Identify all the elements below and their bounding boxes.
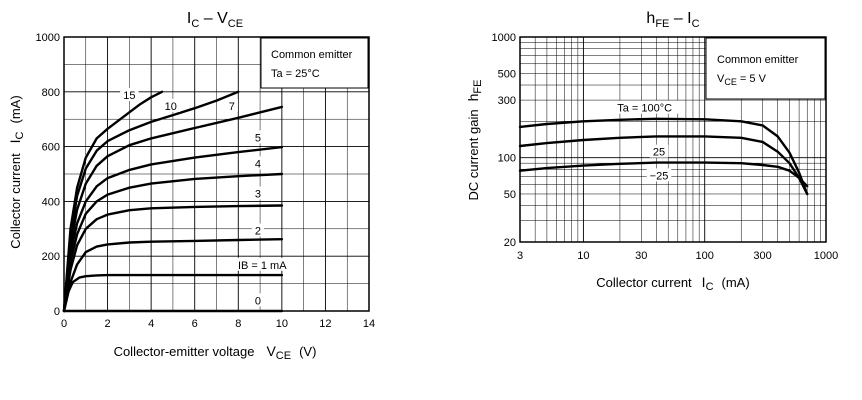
ic-vce-curve-label: 0: [255, 295, 261, 307]
hfe-ic-curve-label-bg: [649, 144, 669, 158]
ic-vce-chart: 15 10 7 5 4 3 2 IB = 1 mA 0 0 2 4 6 8 10 12 14 0 200 400 60…: [7, 10, 375, 362]
hfe-ic-y-tick-label: 1000: [492, 32, 516, 44]
hfe-ic-y-tick-label: 300: [498, 95, 516, 107]
hfe-ic-y-tick-label: 20: [504, 237, 516, 249]
hfe-ic-y-tick-label: 50: [504, 189, 516, 201]
hfe-ic-series-line: [518, 117, 809, 196]
ic-vce-series-line: [62, 105, 284, 313]
hfe-ic-y-axis-label: DC current gainhFE: [465, 80, 484, 201]
hfe-ic-x-tick-label: 3: [517, 250, 523, 262]
hfe-ic-note-box: Common emitter VCE = 5 V: [705, 37, 826, 100]
ic-vce-y-tick-label: 800: [42, 87, 60, 99]
ic-vce-tick-labels: 0 2 4 6 8 10 12 14 0 200 400 600 800 1000: [36, 32, 376, 330]
ic-vce-series-line: [62, 145, 284, 313]
hfe-ic-series-group: [518, 117, 809, 196]
ic-vce-y-tick-label: 0: [54, 306, 60, 318]
ic-vce-curve-label: 5: [255, 132, 261, 144]
ic-vce-curve-label-bg: [161, 98, 180, 112]
ic-vce-x-axis-label: Collector-emitter voltage VCE (V): [114, 343, 317, 362]
hfe-ic-note-frame: [705, 37, 826, 100]
hfe-ic-x-axis-label: Collector current IC (mA): [596, 274, 749, 293]
ic-vce-curve-label: IB = 1 mA: [238, 260, 287, 272]
ic-vce-x-tick-label: 0: [61, 318, 67, 330]
hfe-ic-x-tick-label: 1000: [814, 250, 838, 262]
ic-vce-curve-label: 10: [165, 101, 177, 113]
hfe-ic-note-line: VCE = 5 V: [717, 73, 767, 87]
ic-vce-curve-label-bg: [251, 186, 264, 200]
ic-vce-y-tick-label: 1000: [36, 32, 60, 44]
hfe-ic-y-tick-label: 100: [498, 153, 516, 165]
ic-vce-curve-label-bg: [120, 87, 139, 101]
ic-vce-curve-label-bg: [251, 223, 264, 237]
ic-vce-series-line: [62, 172, 284, 313]
hfe-ic-series-line: [518, 135, 809, 196]
ic-vce-curve-label: 4: [255, 158, 261, 170]
hfe-ic-title: hFE – IC: [646, 10, 699, 30]
hfe-ic-curve-label: −25: [650, 170, 669, 182]
ic-vce-y-tick-label: 200: [42, 251, 60, 263]
ic-vce-series-line: [62, 204, 284, 313]
ic-vce-y-tick-label: 400: [42, 196, 60, 208]
ic-vce-x-tick-label: 10: [276, 318, 288, 330]
ic-vce-curve-label-bg: [251, 293, 264, 307]
ic-vce-curve-label: 7: [229, 101, 235, 113]
ic-vce-note-box: Common emitter Ta = 25°C: [260, 37, 369, 89]
ic-vce-curve-label-bg: [251, 130, 264, 144]
ic-vce-y-tick-label: 600: [42, 142, 60, 154]
hfe-ic-x-tick-label: 300: [753, 250, 771, 262]
ic-vce-curve-label: 2: [255, 226, 261, 238]
hfe-ic-curve-label-bg: [610, 100, 679, 114]
ic-vce-series-line: [62, 273, 284, 313]
hfe-ic-curve-label-bg: [646, 168, 672, 182]
hfe-ic-plot-frame: [519, 36, 827, 243]
hfe-ic-x-tick-label: 100: [696, 250, 714, 262]
ic-vce-curve-label-bg: [251, 156, 264, 170]
ic-vce-x-tick-label: 4: [148, 318, 154, 330]
ic-vce-title: IC – VCE: [187, 10, 243, 30]
hfe-ic-curve-labels: Ta = 100°C 25 −25: [610, 100, 679, 182]
hfe-ic-chart: Ta = 100°C 25 −25 3 10 30 100 300 1000 20 50 100 30…: [465, 10, 838, 293]
hfe-ic-curve-label: 25: [653, 147, 665, 159]
ic-vce-note-line: Ta = 25°C: [271, 68, 320, 80]
hfe-ic-note-line: Common emitter: [717, 54, 799, 66]
ic-vce-x-tick-label: 8: [235, 318, 241, 330]
ic-vce-note-frame: [260, 37, 369, 89]
ic-vce-curve-label: 3: [255, 189, 261, 201]
hfe-ic-curve-label: Ta = 100°C: [617, 103, 672, 115]
ic-vce-series-group: [62, 90, 284, 313]
hfe-ic-series-line: [518, 161, 809, 188]
ic-vce-x-tick-label: 6: [192, 318, 198, 330]
ic-vce-series-line: [62, 238, 284, 313]
hfe-ic-x-tick-label: 10: [577, 250, 589, 262]
ic-vce-curve-labels: 15 10 7 5 4 3 2 IB = 1 mA 0: [120, 87, 294, 307]
ic-vce-curve-label-bg: [231, 257, 294, 271]
ic-vce-curve-label: 15: [123, 90, 135, 102]
ic-vce-curve-label-bg: [225, 98, 238, 112]
ic-vce-note-line: Common emitter: [271, 49, 353, 61]
hfe-ic-tick-labels: 3 10 30 100 300 1000 20 50 100 300 500 1000: [492, 32, 839, 262]
ic-vce-series-line: [62, 90, 240, 313]
ic-vce-series-line: [62, 90, 164, 313]
hfe-ic-y-tick-label: 500: [498, 68, 516, 80]
hfe-ic-x-tick-label: 30: [635, 250, 647, 262]
ic-vce-y-axis-label: Collector currentIC(mA): [7, 95, 26, 248]
ic-vce-x-tick-label: 12: [319, 318, 331, 330]
ic-vce-x-tick-label: 14: [363, 318, 375, 330]
ic-vce-x-tick-label: 2: [105, 318, 111, 330]
